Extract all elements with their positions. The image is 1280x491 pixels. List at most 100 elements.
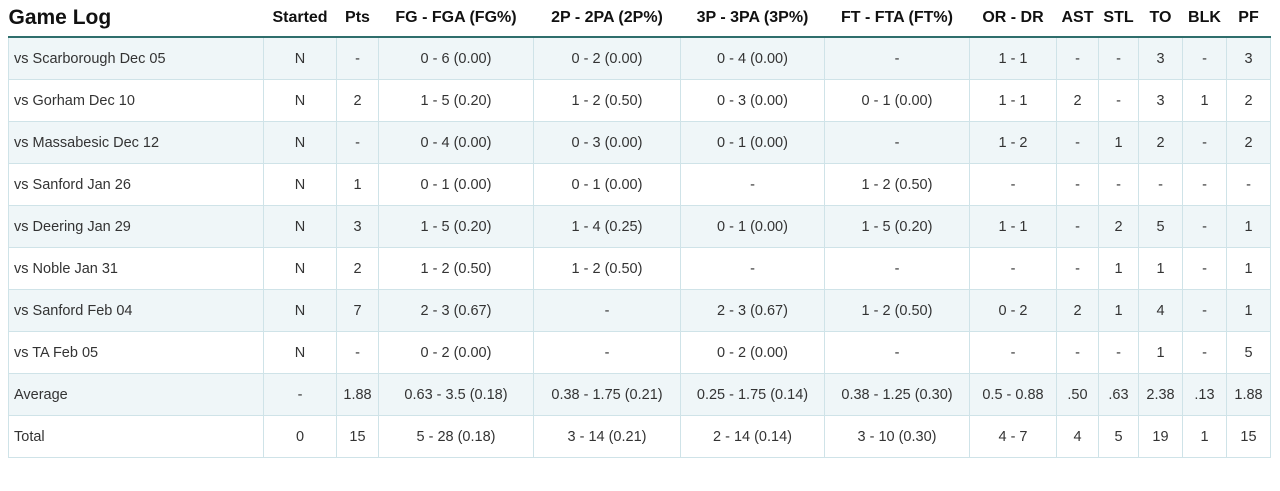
fg-cell: 0 - 6 (0.00)	[378, 36, 534, 80]
2p-cell: -	[533, 289, 681, 332]
ft-cell: 0 - 1 (0.00)	[824, 79, 970, 122]
ft-cell: -	[824, 121, 970, 164]
blk-cell: -	[1182, 331, 1227, 374]
blk-cell: -	[1182, 36, 1227, 80]
to-cell: 2	[1138, 121, 1183, 164]
ast-cell: .50	[1056, 373, 1099, 416]
stl-cell: -	[1098, 36, 1139, 80]
header-row: Game Log Started Pts FG - FGA (FG%) 2P -…	[8, 0, 1271, 38]
fg-cell: 0.63 - 3.5 (0.18)	[378, 373, 534, 416]
column-header-blk: BLK	[1182, 0, 1227, 38]
pts-cell: 1	[336, 163, 379, 206]
2p-cell: 1 - 2 (0.50)	[533, 79, 681, 122]
3p-cell: 0 - 1 (0.00)	[680, 121, 825, 164]
column-header-fg: FG - FGA (FG%)	[378, 0, 534, 38]
table-row: vs Gorham Dec 10 N 2 1 - 5 (0.20) 1 - 2 (0.5…	[8, 79, 1271, 122]
pf-cell: 1	[1226, 289, 1271, 332]
or-dr-cell: 0.5 - 0.88	[969, 373, 1057, 416]
started-cell: N	[263, 163, 337, 206]
2p-cell: 1 - 2 (0.50)	[533, 247, 681, 290]
2p-cell: 1 - 4 (0.25)	[533, 205, 681, 248]
column-header-started: Started	[263, 0, 337, 38]
column-header-to: TO	[1138, 0, 1183, 38]
fg-cell: 0 - 1 (0.00)	[378, 163, 534, 206]
pf-cell: 1.88	[1226, 373, 1271, 416]
pf-cell: 5	[1226, 331, 1271, 374]
fg-cell: 0 - 4 (0.00)	[378, 121, 534, 164]
pf-cell: 1	[1226, 247, 1271, 290]
to-cell: -	[1138, 163, 1183, 206]
3p-cell: 0.25 - 1.75 (0.14)	[680, 373, 825, 416]
to-cell: 5	[1138, 205, 1183, 248]
blk-cell: -	[1182, 247, 1227, 290]
started-cell: N	[263, 247, 337, 290]
table-row: Total 0 15 5 - 28 (0.18) 3 - 14 (0.21) 2 - 14…	[8, 415, 1271, 458]
ast-cell: 2	[1056, 79, 1099, 122]
pf-cell: 2	[1226, 79, 1271, 122]
table-row: vs Deering Jan 29 N 3 1 - 5 (0.20) 1 - 4 (0.…	[8, 205, 1271, 248]
to-cell: 4	[1138, 289, 1183, 332]
game-cell: vs Sanford Jan 26	[8, 163, 264, 206]
ast-cell: -	[1056, 247, 1099, 290]
pts-cell: 15	[336, 415, 379, 458]
to-cell: 3	[1138, 79, 1183, 122]
fg-cell: 1 - 2 (0.50)	[378, 247, 534, 290]
stl-cell: 1	[1098, 247, 1139, 290]
ast-cell: -	[1056, 121, 1099, 164]
3p-cell: -	[680, 163, 825, 206]
stl-cell: -	[1098, 331, 1139, 374]
game-cell: Total	[8, 415, 264, 458]
stl-cell: -	[1098, 163, 1139, 206]
started-cell: N	[263, 205, 337, 248]
ast-cell: 2	[1056, 289, 1099, 332]
2p-cell: -	[533, 331, 681, 374]
page-title: Game Log	[8, 0, 264, 38]
fg-cell: 0 - 2 (0.00)	[378, 331, 534, 374]
blk-cell: -	[1182, 289, 1227, 332]
2p-cell: 0 - 1 (0.00)	[533, 163, 681, 206]
3p-cell: -	[680, 247, 825, 290]
stl-cell: 1	[1098, 289, 1139, 332]
game-cell: vs Noble Jan 31	[8, 247, 264, 290]
table-body: vs Scarborough Dec 05 N -0 - 6 (0.00) 0 - 2…	[8, 36, 1271, 458]
game-cell: vs Deering Jan 29	[8, 205, 264, 248]
ft-cell: -	[824, 331, 970, 374]
game-cell: vs Sanford Feb 04	[8, 289, 264, 332]
pts-cell: 2	[336, 79, 379, 122]
to-cell: 3	[1138, 36, 1183, 80]
stl-cell: 1	[1098, 121, 1139, 164]
pts-cell: -	[336, 36, 379, 80]
stl-cell: 5	[1098, 415, 1139, 458]
ft-cell: 1 - 5 (0.20)	[824, 205, 970, 248]
fg-cell: 1 - 5 (0.20)	[378, 79, 534, 122]
table-row: vs Sanford Feb 04 N 7 2 - 3 (0.67) -2 - 3 (0…	[8, 289, 1271, 332]
ast-cell: -	[1056, 205, 1099, 248]
started-cell: -	[263, 373, 337, 416]
started-cell: N	[263, 79, 337, 122]
ft-cell: -	[824, 36, 970, 80]
3p-cell: 0 - 4 (0.00)	[680, 36, 825, 80]
blk-cell: 1	[1182, 415, 1227, 458]
game-cell: Average	[8, 373, 264, 416]
2p-cell: 0 - 3 (0.00)	[533, 121, 681, 164]
table-row: Average -1.88 0.63 - 3.5 (0.18) 0.38 - 1.75…	[8, 373, 1271, 416]
column-header-stl: STL	[1098, 0, 1139, 38]
pf-cell: 3	[1226, 36, 1271, 80]
column-header-3p: 3P - 3PA (3P%)	[680, 0, 825, 38]
started-cell: N	[263, 36, 337, 80]
pts-cell: 3	[336, 205, 379, 248]
pts-cell: 7	[336, 289, 379, 332]
or-dr-cell: 1 - 1	[969, 36, 1057, 80]
blk-cell: 1	[1182, 79, 1227, 122]
ft-cell: 1 - 2 (0.50)	[824, 163, 970, 206]
fg-cell: 1 - 5 (0.20)	[378, 205, 534, 248]
ft-cell: 0.38 - 1.25 (0.30)	[824, 373, 970, 416]
game-cell: vs Gorham Dec 10	[8, 79, 264, 122]
game-cell: vs Scarborough Dec 05	[8, 36, 264, 80]
game-cell: vs Massabesic Dec 12	[8, 121, 264, 164]
3p-cell: 0 - 1 (0.00)	[680, 205, 825, 248]
or-dr-cell: 4 - 7	[969, 415, 1057, 458]
table-row: vs Massabesic Dec 12 N -0 - 4 (0.00) 0 - 3 …	[8, 121, 1271, 164]
or-dr-cell: 1 - 1	[969, 79, 1057, 122]
3p-cell: 0 - 2 (0.00)	[680, 331, 825, 374]
